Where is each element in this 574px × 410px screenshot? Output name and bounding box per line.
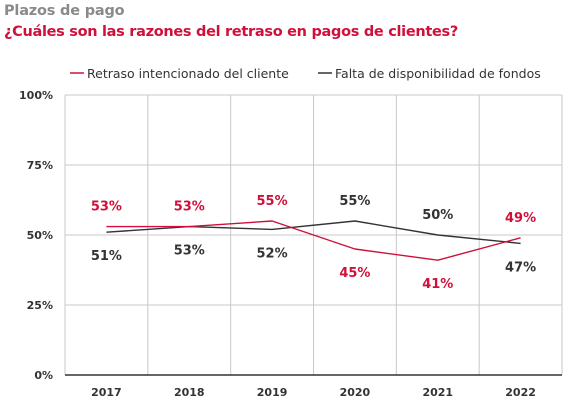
data-label-dark: 52% xyxy=(257,246,288,261)
legend: Retraso intencionado del cliente Falta de… xyxy=(70,66,541,81)
x-tick-label: 2019 xyxy=(257,386,288,399)
legend-label-1: Retraso intencionado del cliente xyxy=(87,66,289,81)
x-tick-label: 2022 xyxy=(505,386,536,399)
data-label-red: 49% xyxy=(505,211,536,226)
data-label-red: 53% xyxy=(91,200,122,215)
series-lines xyxy=(106,220,521,261)
data-label-red: 45% xyxy=(339,266,370,281)
data-label-dark: 51% xyxy=(91,249,122,264)
axes: 0% 25% 50% 75% 100% 2017 2018 2019 2020 2021 2022 xyxy=(19,89,562,399)
y-tick-label: 0% xyxy=(34,369,53,382)
data-label-red: 55% xyxy=(257,194,288,209)
x-tick-label: 2017 xyxy=(91,386,122,399)
chart-subtitle: ¿Cuáles son las razones del retraso en p… xyxy=(4,24,458,40)
data-label-red: 41% xyxy=(422,277,453,292)
y-tick-label: 50% xyxy=(27,229,53,242)
data-label-dark: 53% xyxy=(174,244,205,259)
data-label-dark: 50% xyxy=(422,208,453,223)
data-label-red: 53% xyxy=(174,200,205,215)
x-tick-label: 2021 xyxy=(422,386,453,399)
series-line-1 xyxy=(106,220,521,261)
y-tick-label: 25% xyxy=(27,299,53,312)
chart-title: Plazos de pago xyxy=(4,3,125,19)
series-line-2 xyxy=(106,220,521,245)
data-label-dark: 47% xyxy=(505,260,536,275)
x-tick-label: 2018 xyxy=(174,386,205,399)
legend-label-2: Falta de disponibilidad de fondos xyxy=(335,66,541,81)
y-tick-label: 100% xyxy=(19,89,53,102)
data-label-dark: 55% xyxy=(339,194,370,209)
y-tick-label: 75% xyxy=(27,159,53,172)
data-labels: 53% 51% 53% 53% 55% 52% 45% 55% 41% 50% 49% 47% xyxy=(91,194,536,292)
x-tick-label: 2020 xyxy=(340,386,371,399)
